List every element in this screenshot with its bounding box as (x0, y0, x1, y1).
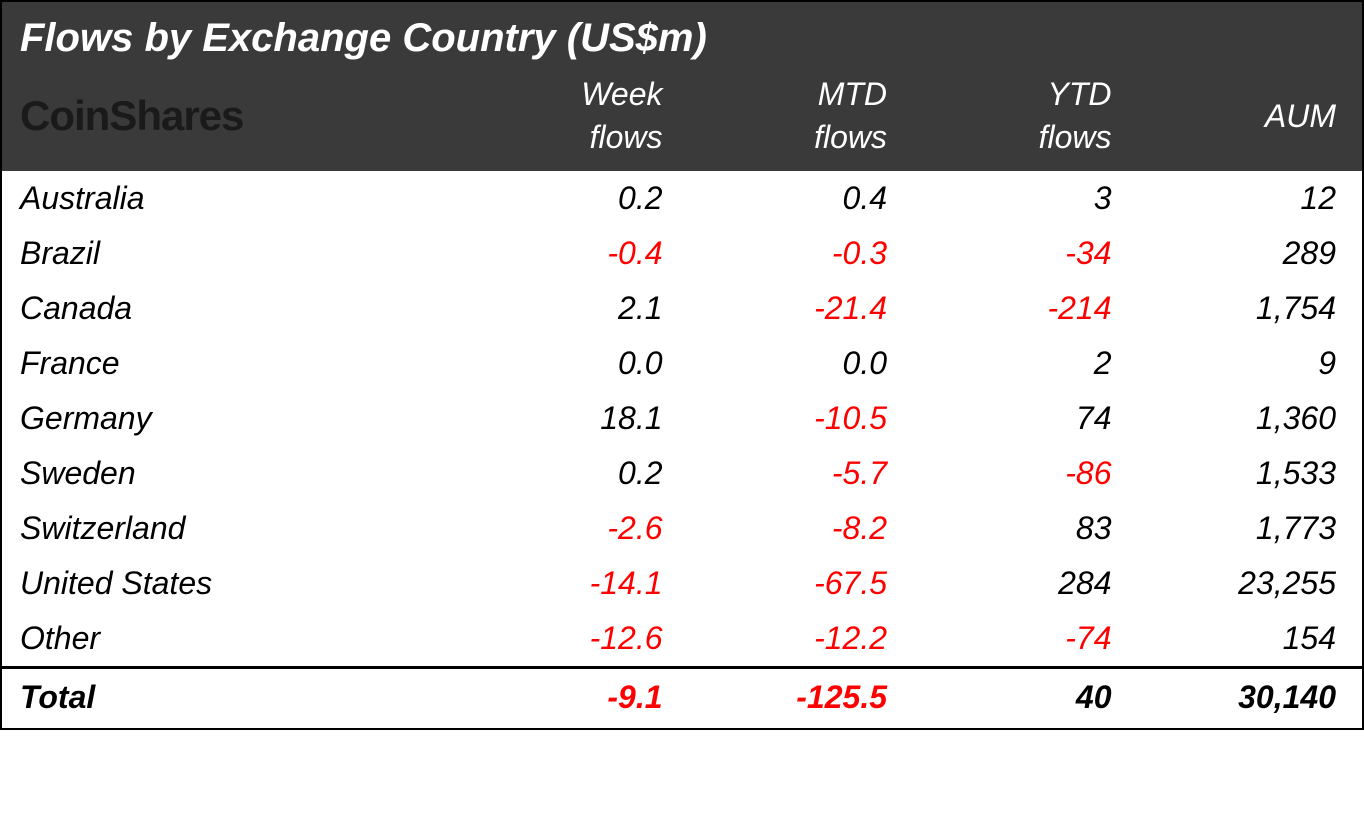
cell-ytd: -86 (899, 455, 1124, 492)
cell-week: 0.2 (450, 455, 675, 492)
total-aum: 30,140 (1124, 679, 1345, 716)
cell-mtd: -21.4 (675, 290, 900, 327)
table-row: Brazil-0.4-0.3-34289 (2, 226, 1362, 281)
table-row: United States-14.1-67.528423,255 (2, 556, 1362, 611)
header-row: CoinShares Week flows MTD flows YTD flow… (2, 67, 1362, 171)
cell-aum: 154 (1124, 620, 1345, 657)
coinshares-logo: CoinShares (20, 92, 450, 140)
table-title: Flows by Exchange Country (US$m) (2, 2, 1362, 67)
cell-mtd: -12.2 (675, 620, 900, 657)
cell-ytd: 3 (899, 180, 1124, 217)
total-label: Total (20, 679, 450, 716)
cell-aum: 12 (1124, 180, 1345, 217)
col-header-line: AUM (1124, 95, 1337, 138)
cell-ytd: 2 (899, 345, 1124, 382)
cell-week: -0.4 (450, 235, 675, 272)
flows-table: Flows by Exchange Country (US$m) CoinSha… (0, 0, 1364, 730)
row-label: Germany (20, 400, 450, 437)
row-label: Canada (20, 290, 450, 327)
cell-aum: 1,754 (1124, 290, 1345, 327)
row-label: Australia (20, 180, 450, 217)
col-header-aum: AUM (1124, 95, 1345, 138)
cell-mtd: -8.2 (675, 510, 900, 547)
cell-mtd: -10.5 (675, 400, 900, 437)
cell-aum: 1,533 (1124, 455, 1345, 492)
cell-aum: 1,360 (1124, 400, 1345, 437)
cell-mtd: -67.5 (675, 565, 900, 602)
row-label: Other (20, 620, 450, 657)
cell-ytd: -34 (899, 235, 1124, 272)
row-label: France (20, 345, 450, 382)
cell-week: -14.1 (450, 565, 675, 602)
col-header-line: flows (675, 116, 888, 159)
total-mtd: -125.5 (675, 679, 900, 716)
cell-aum: 23,255 (1124, 565, 1345, 602)
table-row: Other-12.6-12.2-74154 (2, 611, 1362, 666)
row-label: United States (20, 565, 450, 602)
cell-week: 2.1 (450, 290, 675, 327)
table-row: Germany18.1-10.5741,360 (2, 391, 1362, 446)
cell-week: 0.0 (450, 345, 675, 382)
cell-mtd: 0.0 (675, 345, 900, 382)
cell-mtd: -5.7 (675, 455, 900, 492)
table-row: France0.00.029 (2, 336, 1362, 391)
cell-week: 18.1 (450, 400, 675, 437)
table-row: Sweden0.2-5.7-861,533 (2, 446, 1362, 501)
table-row: Australia0.20.4312 (2, 171, 1362, 226)
cell-ytd: 83 (899, 510, 1124, 547)
cell-ytd: -74 (899, 620, 1124, 657)
table-row: Switzerland-2.6-8.2831,773 (2, 501, 1362, 556)
cell-week: 0.2 (450, 180, 675, 217)
col-header-line: Week (450, 73, 663, 116)
cell-week: -12.6 (450, 620, 675, 657)
total-ytd: 40 (899, 679, 1124, 716)
cell-ytd: 74 (899, 400, 1124, 437)
cell-week: -2.6 (450, 510, 675, 547)
cell-mtd: -0.3 (675, 235, 900, 272)
col-header-line: YTD (899, 73, 1112, 116)
col-header-week: Week flows (450, 73, 675, 159)
cell-ytd: 284 (899, 565, 1124, 602)
table-row: Canada2.1-21.4-2141,754 (2, 281, 1362, 336)
col-header-line: flows (450, 116, 663, 159)
row-label: Sweden (20, 455, 450, 492)
col-header-line: flows (899, 116, 1112, 159)
row-label: Brazil (20, 235, 450, 272)
cell-aum: 1,773 (1124, 510, 1345, 547)
cell-mtd: 0.4 (675, 180, 900, 217)
col-header-mtd: MTD flows (675, 73, 900, 159)
table-body: Australia0.20.4312Brazil-0.4-0.3-34289Ca… (2, 171, 1362, 666)
col-header-line: MTD (675, 73, 888, 116)
table-header: Flows by Exchange Country (US$m) CoinSha… (2, 2, 1362, 171)
cell-aum: 289 (1124, 235, 1345, 272)
col-header-ytd: YTD flows (899, 73, 1124, 159)
cell-ytd: -214 (899, 290, 1124, 327)
total-week: -9.1 (450, 679, 675, 716)
total-row: Total -9.1 -125.5 40 30,140 (2, 666, 1362, 728)
cell-aum: 9 (1124, 345, 1345, 382)
row-label: Switzerland (20, 510, 450, 547)
